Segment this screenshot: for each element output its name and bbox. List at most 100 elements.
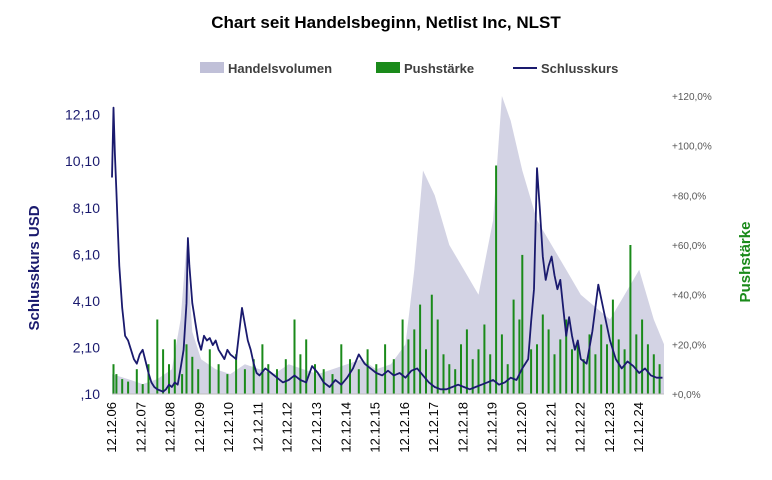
push-bar (489, 354, 492, 394)
push-bar (588, 334, 591, 394)
push-bar (483, 324, 486, 394)
push-bar (460, 344, 462, 394)
push-bar (465, 329, 468, 394)
y-tick-left: 12,10 (65, 107, 100, 123)
push-bar (430, 294, 433, 394)
x-tick: 12.12.21 (543, 402, 558, 453)
push-bar (226, 374, 229, 394)
push-bar (477, 349, 480, 394)
x-tick: 12.12.16 (397, 402, 412, 453)
push-bar (191, 356, 194, 395)
push-bar (576, 344, 579, 394)
x-tick: 12.12.14 (338, 402, 353, 453)
push-bar (401, 319, 404, 394)
push-bar (617, 339, 620, 394)
push-bar (495, 165, 498, 394)
push-bar (646, 344, 649, 394)
push-bar (208, 349, 211, 394)
y-tick-left: 2,10 (73, 339, 100, 355)
x-tick: 12.12.08 (163, 402, 178, 453)
push-bar (559, 339, 562, 394)
x-tick: 12.12.10 (221, 402, 236, 453)
push-bar (366, 349, 369, 394)
push-bar (419, 304, 422, 394)
push-bar (658, 364, 661, 394)
push-bar (305, 339, 308, 394)
x-tick: 12.12.15 (368, 402, 383, 453)
push-bar (115, 374, 118, 394)
push-bar (582, 359, 585, 394)
push-bar (600, 324, 603, 394)
push-bar (162, 349, 165, 394)
y-axis-right: +0,0% +20,0% +40,0% +60,0% +80,0% +100,0% +120… (672, 92, 712, 401)
x-tick: 12.12.24 (631, 402, 646, 453)
push-bar (235, 354, 238, 394)
push-bar (442, 354, 445, 394)
y-axis-right-title: Pushstärke (737, 222, 754, 303)
x-tick: 12.12.19 (485, 402, 500, 453)
push-bar (594, 354, 597, 394)
push-bar (197, 369, 200, 394)
y-tick-right: +100,0% (672, 142, 712, 153)
y-axis-left-title: Schlusskurs USD (26, 205, 43, 330)
push-bar (252, 359, 255, 394)
push-bar (518, 319, 521, 394)
push-bar (623, 349, 626, 394)
push-bar (375, 364, 378, 394)
x-tick: 12.12.06 (104, 402, 119, 453)
legend: Handelsvolumen Pushstärke Schlusskurs (200, 61, 618, 76)
push-bar (121, 379, 124, 394)
push-bar (448, 364, 451, 394)
y-tick-right: +120,0% (672, 92, 712, 103)
push-bar (168, 364, 170, 394)
push-bar (635, 334, 638, 394)
push-bar (314, 364, 316, 394)
x-tick: 12.12.17 (426, 402, 441, 453)
push-bar (349, 359, 351, 394)
push-bar (340, 344, 343, 394)
push-bar (299, 354, 302, 394)
x-tick: 12.12.23 (602, 402, 617, 453)
legend-label-push: Pushstärke (404, 61, 474, 76)
push-bar (565, 319, 568, 394)
push-bar (547, 329, 550, 394)
volume-area (112, 96, 664, 394)
push-bar (185, 344, 188, 394)
x-tick: 12.12.12 (280, 402, 295, 453)
push-bar (652, 354, 655, 394)
legend-swatch-volume (200, 62, 224, 73)
push-bar (436, 319, 439, 394)
push-bar (536, 344, 538, 394)
x-tick: 12.12.22 (573, 402, 588, 453)
y-tick-right: +80,0% (672, 191, 706, 202)
x-tick: 12.12.09 (192, 402, 207, 453)
y-tick-right: +60,0% (672, 241, 706, 252)
push-bar (217, 364, 220, 394)
push-bar (454, 369, 457, 394)
y-tick-left: 4,10 (73, 293, 100, 309)
push-bar (541, 314, 544, 394)
close-line-layer (111, 106, 663, 393)
push-bar (147, 364, 150, 394)
push-bar (413, 329, 416, 394)
push-bar (629, 245, 632, 394)
y-tick-left: 8,10 (73, 200, 100, 216)
y-tick-left: ,10 (81, 386, 101, 402)
y-tick-right: +0,0% (672, 390, 701, 401)
x-tick: 12.12.11 (250, 402, 265, 452)
push-bar (112, 364, 115, 394)
push-bar (392, 359, 395, 394)
push-bar (357, 369, 360, 394)
x-tick: 12.12.20 (514, 402, 529, 453)
y-tick-right: +40,0% (672, 291, 706, 302)
push-bar (181, 374, 184, 394)
x-tick: 12.12.07 (133, 402, 148, 453)
push-bar (407, 339, 410, 394)
x-axis: 12.12.06 12.12.07 12.12.08 12.12.09 12.12.10… (104, 393, 664, 453)
y-tick-left: 6,10 (73, 246, 100, 262)
x-tick: 12.12.13 (309, 402, 324, 453)
push-bar (156, 319, 159, 394)
legend-label-volume: Handelsvolumen (228, 61, 332, 76)
push-bar (384, 344, 387, 394)
